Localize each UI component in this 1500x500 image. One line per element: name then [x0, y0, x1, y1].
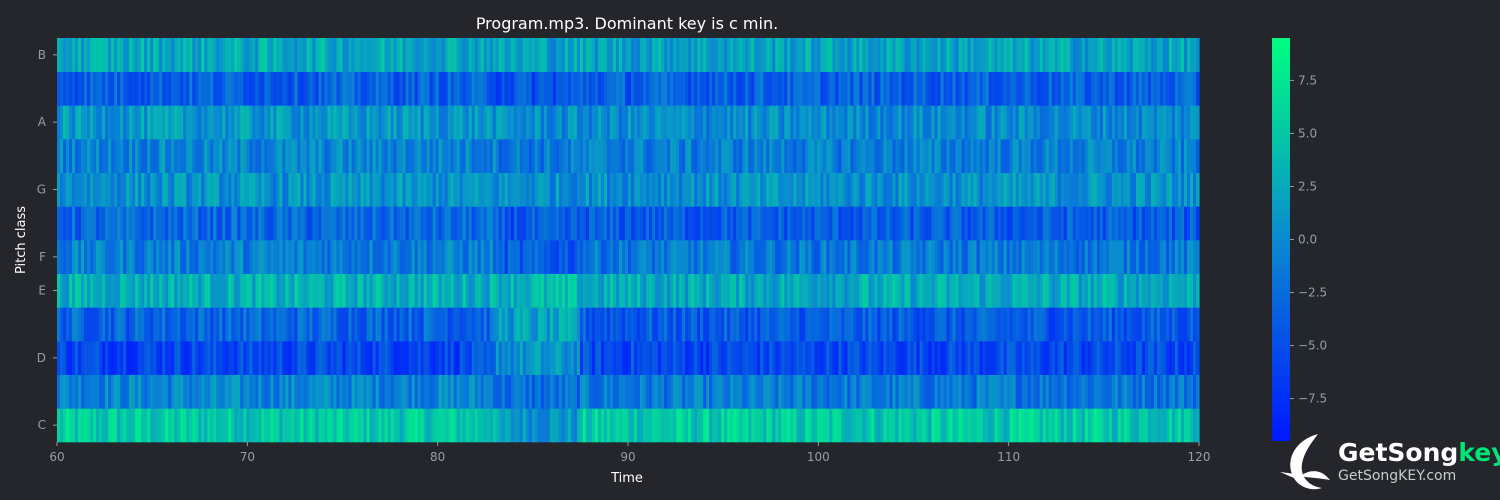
x-axis: 60 70 80 90 100 110 120	[49, 442, 1210, 464]
brand-accent-text: key	[1458, 438, 1500, 467]
y-axis-label: Pitch class	[14, 206, 29, 274]
x-tick-label: 120	[1188, 450, 1211, 464]
x-tick-label: 90	[620, 450, 635, 464]
colorbar-ticks: 7.5 5.0 2.5 0.0 −2.5 −5.0 −7.5	[1290, 73, 1327, 406]
heatmap-row-G	[57, 172, 1200, 207]
heatmap-row-Dsharp	[57, 307, 1200, 342]
svg-text:GetSongkey: GetSongkey	[1338, 438, 1500, 467]
heatmap-row-Csharp	[57, 374, 1200, 409]
heatmap-row-E	[57, 273, 1200, 308]
colorbar-tick-label: −7.5	[1298, 392, 1327, 406]
colorbar-tick-label: −2.5	[1298, 286, 1327, 300]
x-tick-label: 80	[430, 450, 445, 464]
heatmap-cells	[57, 38, 1200, 443]
x-tick-label: 110	[997, 450, 1020, 464]
y-tick-label: B	[38, 48, 46, 62]
colorbar-tick-label: 0.0	[1298, 233, 1317, 247]
heatmap-row-F	[57, 240, 1200, 274]
heatmap-row-C	[57, 408, 1200, 443]
heatmap-row-B	[57, 38, 1200, 72]
y-tick-label: F	[39, 250, 46, 264]
bird-logo-icon	[1280, 434, 1330, 490]
colorbar-tick-label: 7.5	[1298, 73, 1317, 87]
x-tick-label: 70	[240, 450, 255, 464]
y-axis: C D E F G A B	[37, 48, 57, 432]
colorbar	[1272, 38, 1290, 441]
x-axis-label: Time	[610, 471, 643, 486]
colorbar-tick-label: 5.0	[1298, 126, 1317, 140]
heatmap-row-D	[57, 341, 1200, 375]
x-tick-label: 100	[807, 450, 830, 464]
chart-title: Program.mp3. Dominant key is c min.	[476, 14, 778, 33]
colorbar-tick-label: −5.0	[1298, 339, 1327, 353]
y-tick-label: D	[37, 351, 46, 365]
y-tick-label: C	[38, 418, 46, 432]
brand-site-text: GetSongKEY.com	[1338, 468, 1456, 484]
x-tick-label: 60	[49, 450, 64, 464]
heatmap-row-A	[57, 105, 1200, 140]
heatmap-row-Asharp	[57, 71, 1200, 106]
y-tick-label: A	[38, 115, 47, 129]
heatmap-row-Gsharp	[57, 139, 1200, 173]
y-tick-label: G	[37, 183, 46, 197]
y-tick-label: E	[38, 284, 46, 298]
colorbar-tick-label: 2.5	[1298, 179, 1317, 193]
getsongkey-watermark: GetSongkey GetSongKEY.com	[1280, 434, 1500, 490]
brand-main-text: GetSong	[1338, 438, 1458, 467]
heatmap-row-Fsharp	[57, 206, 1200, 241]
